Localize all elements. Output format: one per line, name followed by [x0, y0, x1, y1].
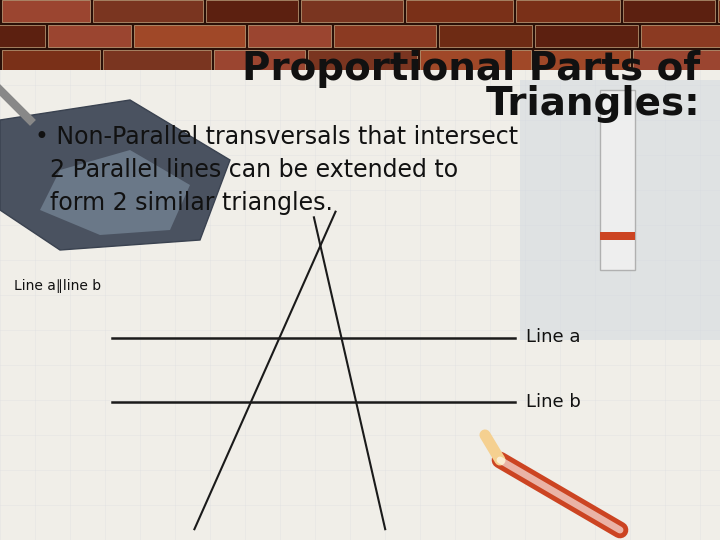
- Text: Line a∥line b: Line a∥line b: [14, 279, 102, 293]
- Bar: [133, 25, 245, 47]
- Bar: [520, 80, 720, 340]
- Text: Line a: Line a: [526, 328, 580, 347]
- Bar: [642, 75, 720, 97]
- Bar: [205, 0, 297, 22]
- Bar: [420, 50, 531, 72]
- Bar: [248, 25, 330, 47]
- Polygon shape: [0, 100, 230, 250]
- Text: form 2 similar triangles.: form 2 similar triangles.: [35, 191, 333, 215]
- Bar: [48, 75, 155, 97]
- Bar: [405, 0, 513, 22]
- Bar: [333, 25, 436, 47]
- Bar: [0, 25, 45, 47]
- Text: Proportional Parts of: Proportional Parts of: [242, 50, 700, 88]
- Bar: [600, 90, 635, 270]
- Bar: [431, 75, 529, 97]
- Bar: [438, 25, 531, 47]
- Bar: [1, 0, 89, 22]
- Polygon shape: [40, 150, 190, 235]
- Bar: [102, 50, 210, 72]
- Bar: [533, 75, 639, 97]
- Bar: [0, 70, 720, 540]
- Bar: [0, 75, 45, 97]
- Bar: [600, 232, 635, 240]
- Bar: [516, 0, 619, 22]
- Bar: [1, 50, 99, 72]
- Text: 2 Parallel lines can be extended to: 2 Parallel lines can be extended to: [35, 158, 458, 182]
- Text: Triangles:: Triangles:: [485, 85, 700, 123]
- Bar: [623, 0, 714, 22]
- Bar: [307, 50, 416, 72]
- Bar: [534, 50, 629, 72]
- Bar: [534, 25, 637, 47]
- Bar: [718, 0, 720, 22]
- Bar: [338, 75, 428, 97]
- Text: • Non-Parallel transversals that intersect: • Non-Parallel transversals that interse…: [35, 125, 518, 149]
- Bar: [300, 0, 402, 22]
- Bar: [641, 25, 720, 47]
- Bar: [246, 75, 335, 97]
- Bar: [214, 50, 305, 72]
- Bar: [48, 25, 130, 47]
- Bar: [92, 0, 202, 22]
- Bar: [0, 0, 720, 80]
- Bar: [158, 75, 243, 97]
- Bar: [632, 50, 720, 72]
- Text: Line b: Line b: [526, 393, 580, 411]
